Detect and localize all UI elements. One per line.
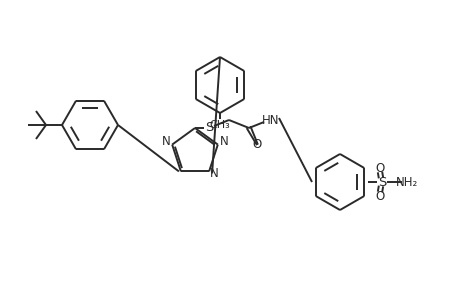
Text: S: S <box>204 121 213 134</box>
Text: O: O <box>252 137 261 151</box>
Text: O: O <box>375 161 384 175</box>
Text: N: N <box>162 135 170 148</box>
Text: NH₂: NH₂ <box>395 176 417 188</box>
Text: CH₃: CH₃ <box>209 120 230 130</box>
Text: S: S <box>377 176 386 188</box>
Text: N: N <box>219 135 228 148</box>
Text: HN: HN <box>262 113 279 127</box>
Text: O: O <box>375 190 384 202</box>
Text: N: N <box>209 167 218 180</box>
